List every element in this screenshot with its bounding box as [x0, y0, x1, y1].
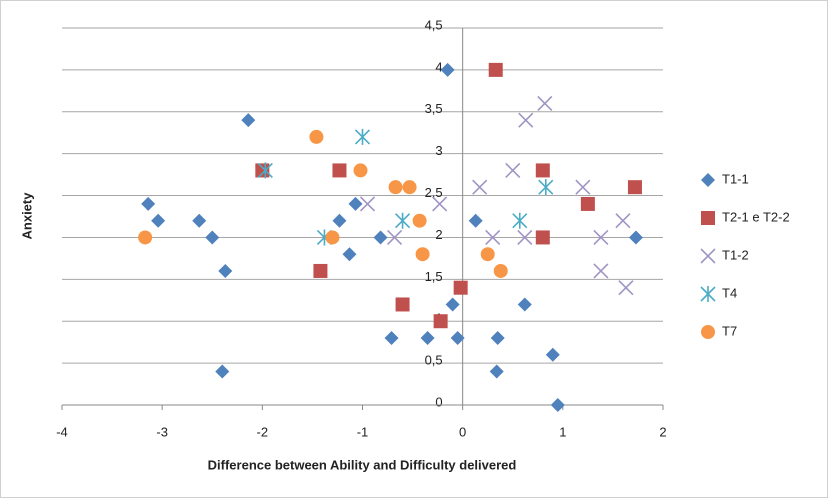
data-point [342, 247, 357, 262]
data-point [313, 263, 328, 278]
data-point [518, 112, 534, 128]
data-point [432, 196, 448, 212]
data-point [309, 129, 324, 144]
data-point [627, 180, 642, 195]
data-point [468, 213, 483, 228]
legend-label: T7 [722, 323, 737, 338]
data-point [505, 162, 521, 178]
legend-label: T1-2 [722, 247, 749, 262]
data-point [386, 229, 403, 246]
y-tick-label: 0 [435, 394, 442, 409]
legend-label: T2-1 e T2-2 [722, 209, 790, 224]
data-point [241, 113, 256, 128]
data-point [488, 62, 503, 77]
data-point [545, 347, 560, 362]
data-point [538, 179, 554, 196]
data-point [453, 280, 468, 295]
data-point [388, 180, 403, 195]
data-point [420, 330, 435, 345]
data-point [517, 297, 532, 312]
data-point [489, 364, 504, 379]
x-tick-label: -1 [357, 424, 369, 439]
y-axis-title: Anxiety [19, 192, 34, 240]
data-point [402, 180, 417, 195]
legend-marker [701, 173, 715, 187]
data-point [257, 162, 273, 179]
y-tick-label: 2,5 [425, 185, 443, 200]
data-point [440, 62, 455, 77]
legend-marker [700, 286, 716, 302]
data-point [348, 196, 363, 211]
data-point [395, 297, 410, 312]
x-tick-label: -3 [156, 424, 168, 439]
y-tick-label: 3 [435, 143, 442, 158]
legend-label: T1-1 [722, 171, 749, 186]
x-tick-label: 1 [559, 424, 566, 439]
data-point [618, 280, 634, 296]
data-point [445, 297, 460, 312]
data-point [332, 213, 347, 228]
data-point [205, 230, 220, 245]
y-tick-label: 0,5 [425, 353, 443, 368]
x-axis-title: Difference between Ability and Difficult… [208, 457, 517, 472]
legend-label: T4 [722, 285, 737, 300]
data-point [359, 196, 376, 212]
data-point [535, 163, 550, 178]
data-point [353, 163, 368, 178]
data-point [415, 247, 430, 262]
data-point [485, 229, 501, 246]
data-point [433, 314, 448, 329]
y-tick-label: 1,5 [425, 269, 443, 284]
data-point [384, 330, 399, 345]
x-tick-label: 0 [459, 424, 466, 439]
data-point [373, 230, 388, 245]
legend-marker [701, 325, 715, 339]
data-point [332, 163, 347, 178]
legend-marker [701, 211, 715, 225]
data-point [512, 212, 528, 229]
data-point [580, 196, 595, 211]
data-point [255, 163, 270, 178]
data-point [615, 213, 631, 229]
data-point [218, 263, 233, 278]
data-point [628, 230, 643, 245]
data-point [550, 398, 565, 412]
data-point [480, 247, 495, 262]
x-tick-label: -2 [257, 424, 269, 439]
data-point [354, 128, 371, 145]
y-tick-label: 4 [435, 59, 442, 74]
data-point [537, 95, 553, 111]
data-point [593, 263, 609, 279]
data-point [192, 213, 207, 228]
data-point [325, 230, 340, 245]
x-tick-label: -4 [56, 424, 68, 439]
data-point [517, 229, 533, 246]
data-point [412, 213, 427, 228]
data-point [575, 179, 591, 195]
data-point [151, 213, 166, 228]
data-point [138, 230, 153, 245]
y-tick-label: 4,5 [425, 17, 443, 32]
data-point [472, 179, 488, 195]
data-point [593, 229, 609, 246]
data-point [215, 364, 230, 379]
data-point [535, 230, 550, 245]
data-point [450, 330, 465, 345]
data-point [493, 263, 508, 278]
legend-marker [700, 248, 716, 264]
data-point [490, 330, 505, 345]
data-point [395, 212, 411, 229]
y-tick-label: 3,5 [425, 101, 443, 116]
y-tick-label: 2 [435, 227, 442, 242]
data-point [141, 196, 156, 211]
x-tick-label: 2 [659, 424, 666, 439]
